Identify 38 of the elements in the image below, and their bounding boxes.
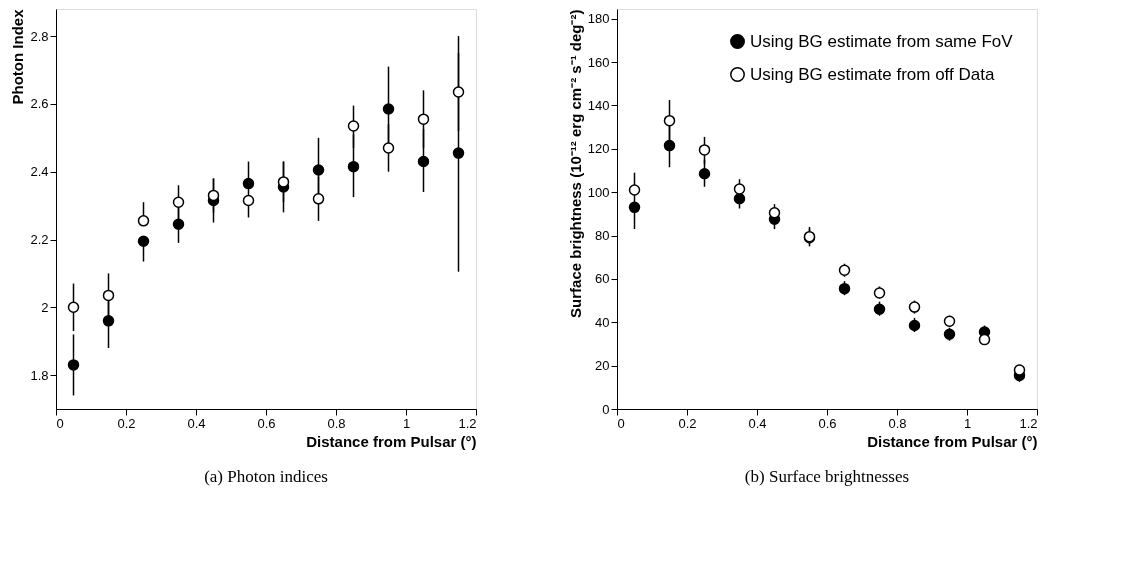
x-tick-label: 0 (56, 415, 64, 431)
x-tick-label: 1.2 (1019, 415, 1038, 431)
x-tick-label: 0 (617, 415, 625, 431)
legend-label: Using BG estimate from same FoV (750, 31, 1014, 51)
y-tick-label: 2.8 (30, 28, 49, 44)
y-tick-label: 2.6 (30, 96, 49, 112)
x-tick-label: 0.6 (257, 415, 276, 431)
y-tick-label: 1.8 (30, 367, 49, 383)
x-tick-label: 1.2 (458, 415, 477, 431)
y-tick-label: 2.4 (30, 164, 49, 180)
y-tick-label: 2 (41, 299, 49, 315)
y-tick-label: 160 (587, 54, 610, 70)
y-tick-label: 140 (587, 97, 610, 113)
x-tick-label: 0.6 (818, 415, 837, 431)
legend-label: Using BG estimate from off Data (750, 64, 995, 84)
y-axis-title: Photon Index (9, 8, 27, 105)
x-tick-label: 1 (402, 415, 411, 431)
y-tick-label: 180 (587, 11, 610, 27)
text: (b) Surface brightnesses (744, 467, 910, 486)
x-tick-label: 0.8 (888, 415, 907, 431)
x-axis-title: Distance from Pulsar (°) (867, 432, 1038, 450)
y-tick-label: 20 (595, 358, 610, 374)
x-tick-label: 0.4 (748, 415, 767, 431)
y-tick-label: 60 (595, 271, 610, 287)
x-axis-title: Distance from Pulsar (°) (306, 432, 477, 450)
y-tick-label: 80 (595, 228, 610, 244)
x-tick-label: 0.4 (187, 415, 206, 431)
x-tick-label: 1 (963, 415, 972, 431)
x-tick-label: 0.8 (327, 415, 346, 431)
x-tick-label: 0.2 (117, 415, 136, 431)
y-tick-label: 2.2 (30, 232, 49, 248)
x-tick-label: 0.2 (678, 415, 697, 431)
y-axis-title: Surface brightness (10⁻¹² erg cm⁻² s⁻¹ deg⁻²) (566, 9, 584, 318)
y-tick-label: 120 (587, 141, 610, 157)
y-tick-label: 0 (602, 401, 610, 417)
text: (a) Photon indices (204, 467, 328, 486)
y-tick-label: 100 (587, 184, 610, 200)
y-tick-label: 40 (595, 314, 610, 330)
